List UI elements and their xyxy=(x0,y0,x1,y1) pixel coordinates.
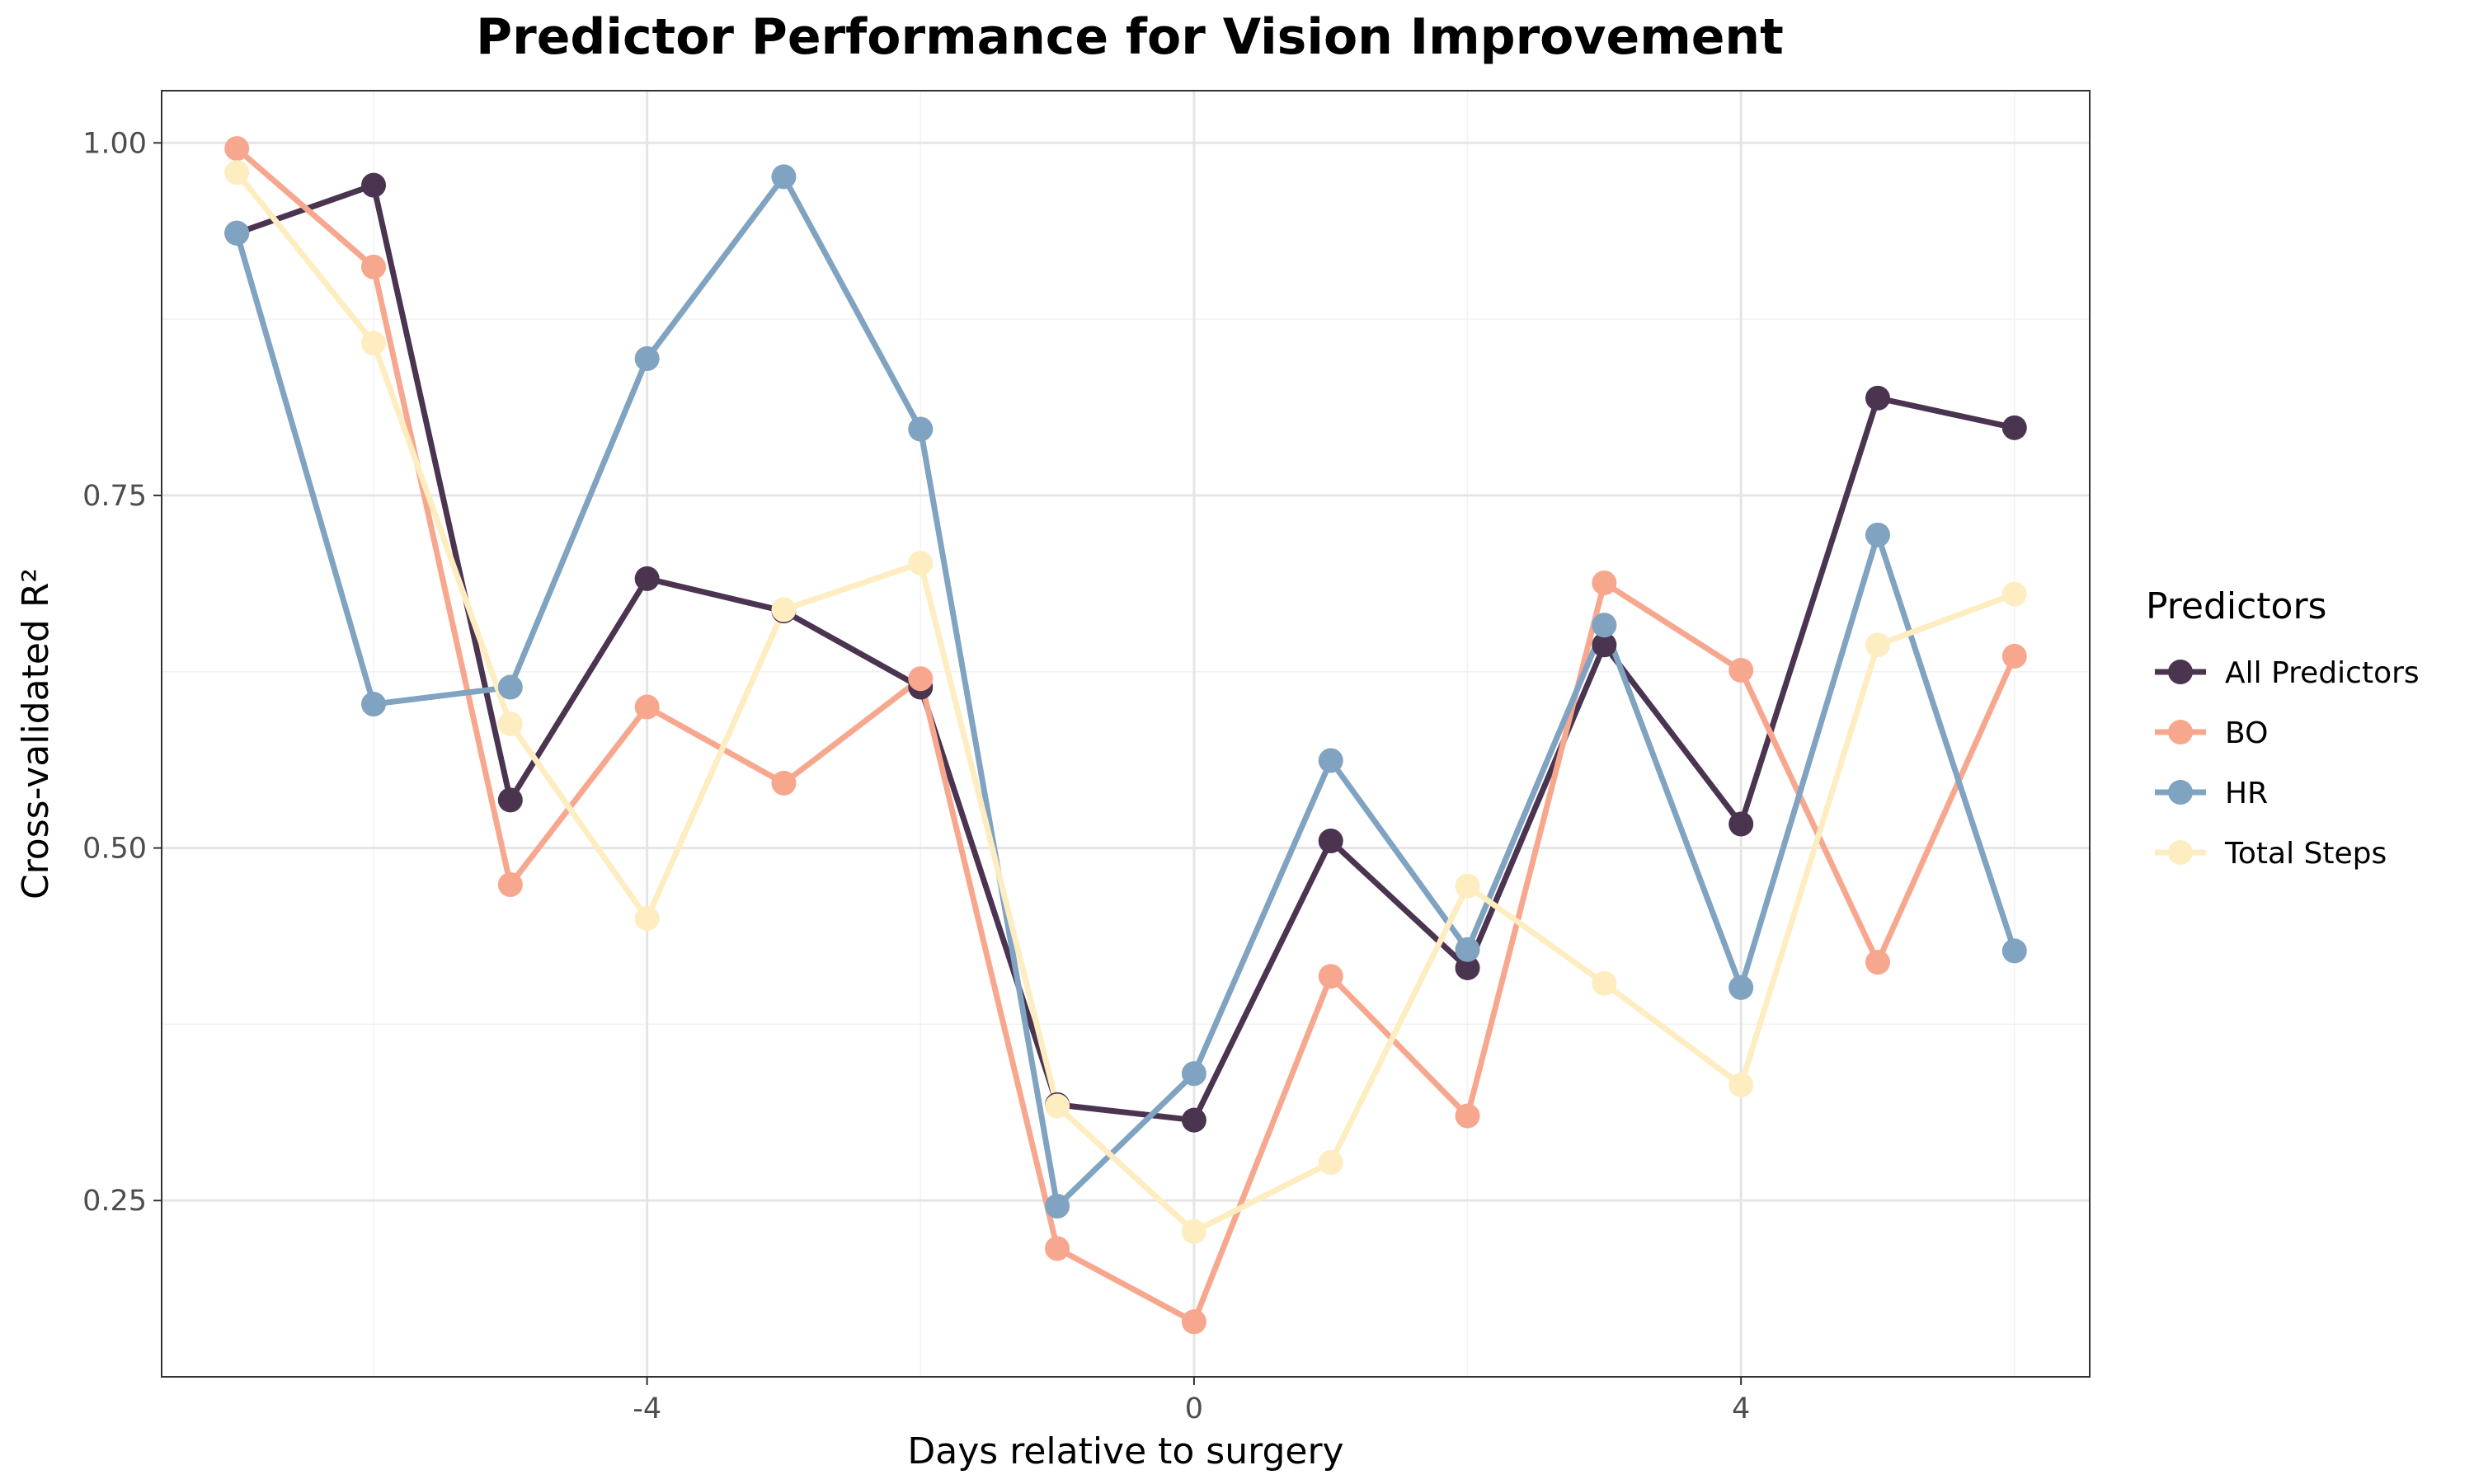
legend-label: HR xyxy=(2225,777,2268,810)
data-point-hr xyxy=(1592,613,1617,638)
series-points xyxy=(224,136,2027,1335)
y-tick-label: 0.25 xyxy=(82,1185,147,1218)
chart-title: Predictor Performance for Vision Improve… xyxy=(476,8,1784,66)
data-point-total-steps xyxy=(361,331,387,356)
x-axis-ticks: -4 0 4 xyxy=(633,1377,1750,1425)
data-point-total-steps xyxy=(1455,873,1480,899)
data-point-hr xyxy=(1045,1194,1070,1219)
data-point-total-steps xyxy=(1729,1072,1754,1097)
series-line-all-predictors xyxy=(236,182,2015,1124)
legend-label: All Predictors xyxy=(2225,656,2420,690)
data-point-bo xyxy=(497,872,523,898)
x-axis-title: Days relative to surgery xyxy=(907,1430,1343,1472)
data-point-all-predictors xyxy=(634,566,660,591)
data-point-hr xyxy=(1318,748,1343,773)
data-point-total-steps xyxy=(224,160,250,186)
legend-title: Predictors xyxy=(2146,585,2326,627)
legend-item-bo: BO xyxy=(2155,716,2268,750)
data-point-bo xyxy=(771,770,797,796)
plot-panel-border xyxy=(161,90,2091,1378)
data-point-hr xyxy=(361,692,387,717)
legend-label: BO xyxy=(2225,716,2268,750)
x-tick-label: -4 xyxy=(633,1392,661,1425)
plot-area xyxy=(161,90,2091,1378)
data-point-total-steps xyxy=(1045,1093,1070,1119)
y-tick-label: 0.50 xyxy=(82,833,147,866)
data-point-bo xyxy=(1318,964,1343,989)
y-tick-label: 1.00 xyxy=(82,127,147,160)
data-point-total-steps xyxy=(1865,632,1890,658)
data-point-bo xyxy=(2001,643,2027,669)
data-point-all-predictors xyxy=(1318,829,1343,853)
data-point-hr xyxy=(1455,937,1480,962)
data-point-all-predictors xyxy=(1729,811,1754,837)
data-point-total-steps xyxy=(771,597,797,622)
legend-key-point xyxy=(2168,660,2193,684)
data-point-hr xyxy=(771,164,797,190)
data-point-hr xyxy=(224,220,250,246)
data-point-bo xyxy=(1181,1309,1206,1335)
legend-item-all-predictors: All Predictors xyxy=(2155,656,2420,690)
legend-items: All Predictors BO HR Total Steps xyxy=(2155,656,2420,871)
legend-key-point xyxy=(2168,780,2193,805)
x-tick-label: 0 xyxy=(1185,1392,1203,1425)
legend-key-point xyxy=(2168,720,2193,744)
data-point-total-steps xyxy=(908,551,934,576)
x-tick-label: 4 xyxy=(1732,1392,1750,1425)
data-point-total-steps xyxy=(1318,1150,1343,1175)
y-tick-label: 0.75 xyxy=(82,480,147,513)
legend-item-total-steps: Total Steps xyxy=(2155,837,2387,871)
data-point-bo xyxy=(1045,1236,1070,1261)
data-point-hr xyxy=(1865,522,1890,547)
data-point-total-steps xyxy=(2001,581,2027,607)
legend-key-point xyxy=(2168,840,2193,865)
plot-panel-background xyxy=(162,91,2090,1377)
major-grid xyxy=(162,91,2090,1377)
series-line-hr xyxy=(233,173,2018,1209)
data-point-all-predictors xyxy=(1181,1107,1206,1133)
data-point-bo xyxy=(224,136,250,162)
y-axis-ticks: 0.25 0.50 0.75 1.00 xyxy=(82,127,162,1218)
data-point-all-predictors xyxy=(1592,632,1617,658)
data-point-bo xyxy=(1592,570,1617,595)
data-point-hr xyxy=(908,416,934,442)
data-point-bo xyxy=(1455,1103,1480,1129)
data-point-hr xyxy=(2001,938,2027,964)
data-point-bo xyxy=(634,694,660,720)
series-line-total-steps xyxy=(234,171,2016,1235)
data-point-hr xyxy=(497,674,523,700)
data-point-bo xyxy=(1729,658,1754,683)
y-axis-title: Cross-validated R² xyxy=(15,568,57,899)
data-point-all-predictors xyxy=(361,172,387,198)
data-point-hr xyxy=(1729,974,1754,1000)
legend-label: Total Steps xyxy=(2224,837,2387,871)
data-point-hr xyxy=(1181,1061,1206,1087)
legend: Predictors All Predictors BO HR Total Steps xyxy=(2146,585,2420,871)
data-point-total-steps xyxy=(497,711,523,737)
data-point-all-predictors xyxy=(497,787,523,813)
data-point-all-predictors xyxy=(2001,415,2027,440)
data-point-bo xyxy=(361,254,387,279)
minor-grid xyxy=(162,91,2090,1377)
data-point-hr xyxy=(634,346,660,371)
legend-item-hr: HR xyxy=(2155,777,2268,810)
data-point-total-steps xyxy=(1181,1219,1206,1244)
data-point-total-steps xyxy=(1592,970,1617,996)
data-point-bo xyxy=(1865,950,1890,975)
data-point-bo xyxy=(908,666,934,692)
series-lines xyxy=(233,146,2018,1325)
series-line-bo xyxy=(234,146,2017,1325)
data-point-all-predictors xyxy=(1865,385,1890,411)
data-point-all-predictors xyxy=(1455,955,1480,980)
data-point-total-steps xyxy=(634,906,660,932)
